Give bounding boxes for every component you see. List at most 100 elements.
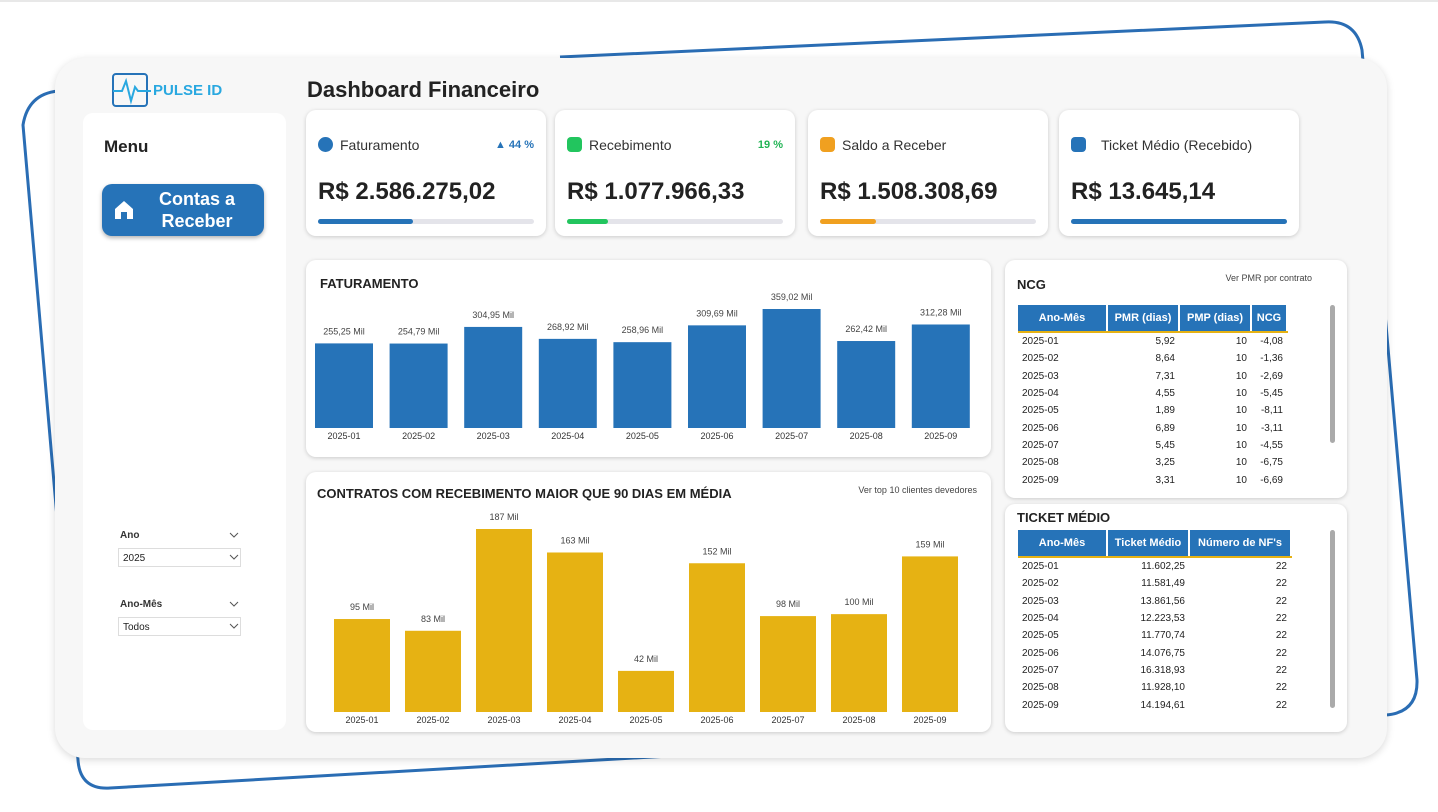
logo-text: PULSE ID [153,82,223,99]
progress-fill [567,219,609,224]
table-cell: 10 [1235,388,1247,400]
table-row: 2025-02 11.581,49 22 [1018,575,1291,592]
table-cell: 22 [1275,664,1287,676]
table-cell: -6,69 [1260,474,1283,486]
table-cell: 10 [1235,370,1247,382]
x-tick-label: 2025-05 [626,431,659,441]
data-label: 262,42 Mil [845,324,887,334]
progress-track [820,219,1036,224]
table-cell: 2025-05 [1022,630,1059,642]
header-row: Ano-Mês Ticket Médio Número de NF's [1018,530,1292,558]
table-cell: 2025-09 [1022,474,1059,486]
table-row: 2025-05 1,89 10 -8,11 [1018,402,1287,419]
table-cell: 10 [1235,336,1247,348]
kpi-value: R$ 1.077.966,33 [567,178,745,205]
table-cell: 4,55 [1155,388,1175,400]
table-row: 2025-01 5,92 10 -4,08 [1018,332,1287,350]
table-cell: 2025-02 [1022,578,1059,590]
table-cell: 2025-05 [1022,405,1059,417]
table-cell: 3,31 [1155,474,1175,486]
progress-track [1071,219,1287,224]
data-label: 258,96 Mil [622,325,664,335]
kpi-label: Faturamento [340,137,420,153]
bar [689,563,745,712]
table-cell: -1,36 [1260,353,1283,365]
kpi-change-value: 44 % [508,139,534,151]
x-tick-label: 2025-04 [558,715,591,725]
table-cell: 11.581,49 [1141,578,1185,590]
table-cell: 10 [1235,422,1247,434]
chart-card: CONTRATOS COM RECEBIMENTO MAIOR QUE 90 D… [306,472,991,732]
table-cell: 2025-07 [1022,439,1059,451]
bar [760,616,816,712]
x-tick-label: 2025-09 [924,431,957,441]
x-tick-label: 2025-06 [700,715,733,725]
table-cell: 2025-03 [1022,370,1059,382]
column-header: NCG [1251,305,1288,333]
table-cell: 22 [1275,630,1287,642]
home-icon [115,201,133,219]
table: Ano-Mês PMR (dias) PMP (dias) NCG 2025-01 5,9… [1018,305,1288,489]
table-cell: 6,89 [1155,422,1175,434]
progress-fill [1071,219,1287,224]
bar [538,338,597,428]
header-row: Ano-Mês PMR (dias) PMP (dias) NCG [1018,305,1288,333]
table-row: 2025-06 6,89 10 -3,11 [1018,419,1287,436]
table-cell: -8,11 [1260,405,1283,417]
table-cell: 2025-01 [1022,336,1059,348]
kpi-card: Faturamento ▲ 44 % R$ 2.586.275,02 [306,110,546,236]
table-card: NCG Ver PMR por contrato Ano-Mês PMR (dia… [1005,260,1347,498]
bar [902,556,958,712]
bar [613,342,672,428]
table-cell: 2025-09 [1022,699,1059,711]
table-row: 2025-05 11.770,74 22 [1018,627,1291,644]
kpi-change: 19 % [757,139,783,151]
table-cell: 2025-08 [1022,457,1059,469]
sidebar: Menu Contas a Receber [83,113,286,730]
table-row: 2025-09 14.194,61 22 [1018,696,1291,713]
kpi-card: Recebimento 19 % R$ 1.077.966,33 [555,110,795,236]
x-tick-label: 2025-09 [913,715,946,725]
data-label: 187 Mil [489,512,518,522]
table-cell: 11.602,25 [1141,561,1185,573]
data-label: 42 Mil [634,654,658,664]
kpi-value: R$ 2.586.275,02 [318,178,496,205]
table-row: 2025-08 3,25 10 -6,75 [1018,454,1287,471]
table-row: 2025-03 13.861,56 22 [1018,593,1291,610]
progress-fill [820,219,877,224]
table-cell: 22 [1275,647,1287,659]
kpi-label: Recebimento [589,137,672,153]
kpi-change: ▲ 44 % [494,139,534,151]
table-link[interactable]: Ver PMR por contrato [1225,273,1312,283]
table-cell: 10 [1235,405,1247,417]
table-cell: 2025-04 [1022,388,1059,400]
kpi-value: R$ 1.508.308,69 [820,178,998,205]
table-title: NCG [1017,277,1046,292]
table-cell: 11.928,10 [1141,682,1185,694]
table-row: 2025-04 4,55 10 -5,45 [1018,385,1287,402]
x-tick-label: 2025-07 [771,715,804,725]
x-tick-label: 2025-01 [327,431,360,441]
table-cell: 3,25 [1155,457,1175,469]
bar [405,630,461,712]
chart-link[interactable]: Ver top 10 clientes devedores [858,485,977,495]
data-label: 83 Mil [421,614,445,624]
table-cell: 16.318,93 [1140,664,1186,676]
bar [389,343,448,428]
filter-dropdown[interactable]: Todos [118,617,241,636]
bar [547,552,603,712]
x-tick-label: 2025-02 [402,431,435,441]
filter-dropdown[interactable]: 2025 [118,548,241,567]
kpi-icon [820,137,835,152]
logo-icon [112,73,151,107]
kpi-card: Saldo a Receber R$ 1.508.308,69 [808,110,1048,236]
table-row: 2025-04 12.223,53 22 [1018,610,1291,627]
kpi-label: Ticket Médio (Recebido) [1101,137,1253,153]
table-cell: -5,45 [1260,388,1283,400]
data-label: 98 Mil [776,599,800,609]
nav-button[interactable]: Contas a Receber [102,184,264,236]
column-header: Ticket Médio [1107,530,1190,558]
x-tick-label: 2025-01 [345,715,378,725]
kpi-value: R$ 13.645,14 [1071,178,1216,205]
